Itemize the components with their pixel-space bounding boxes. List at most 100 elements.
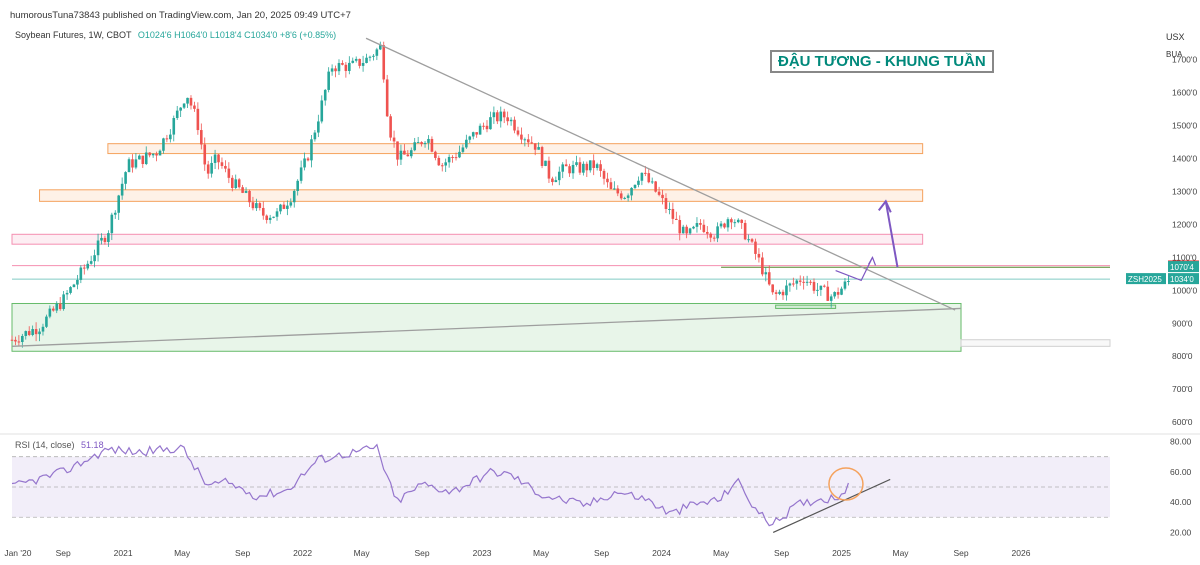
currency-label[interactable]: USX: [1166, 32, 1185, 42]
candle-body: [261, 207, 265, 216]
candle-body: [675, 218, 678, 220]
candle-body: [313, 132, 317, 140]
candle-body: [320, 100, 324, 122]
candle-body: [568, 166, 571, 174]
candle-body: [661, 194, 664, 199]
candle-body: [196, 108, 200, 131]
symbol-tag-label: ZSH2025: [1128, 275, 1162, 284]
time-tick-label: Jan '20: [4, 548, 31, 558]
candle-body: [440, 165, 444, 167]
candle-body: [392, 137, 396, 142]
candle-body: [255, 203, 258, 209]
target-arrowhead: [877, 199, 892, 213]
candle-body: [289, 202, 293, 206]
candle-body: [557, 171, 561, 181]
candle-body: [616, 188, 620, 194]
price-tick-label: 1700'0: [1172, 55, 1198, 65]
candle-body: [757, 253, 761, 258]
candle-body: [809, 281, 812, 283]
candle-body: [633, 184, 637, 188]
projection-path: [835, 257, 874, 282]
candle-body: [619, 193, 623, 199]
candle-body: [399, 150, 403, 160]
price-tag: [1168, 273, 1199, 285]
candle-body: [705, 231, 709, 234]
candle-body: [41, 326, 45, 332]
candle-body: [802, 281, 805, 283]
candle-body: [788, 283, 792, 286]
time-tick-label: 2021: [114, 548, 133, 558]
candle-body: [210, 162, 213, 174]
candle-body: [609, 182, 613, 189]
zone-box: [39, 189, 924, 202]
candle-body: [138, 155, 141, 160]
candle-body: [158, 150, 162, 156]
candle-body: [282, 204, 286, 209]
price-tick-label: 1300'0: [1172, 186, 1198, 196]
candle-body: [230, 177, 234, 189]
candle-body: [420, 142, 423, 145]
rsi-value: 51.18: [81, 440, 104, 450]
candle-body: [107, 233, 110, 242]
candle-body: [203, 144, 207, 165]
candle-body: [654, 181, 657, 192]
candle-body: [564, 164, 568, 167]
candle-body: [747, 239, 750, 241]
candle-body: [513, 119, 516, 131]
candle-body: [551, 178, 554, 183]
candle-body: [93, 255, 96, 262]
candle-body: [544, 160, 547, 166]
candle-body: [427, 138, 430, 143]
candle-body: [62, 294, 65, 310]
price-tick-label: 1500'0: [1172, 121, 1198, 131]
candle-body: [657, 191, 661, 195]
candle-body: [833, 292, 836, 297]
candle-body: [743, 222, 747, 240]
candle-body: [444, 162, 447, 166]
candle-body: [403, 150, 406, 155]
candle-body: [795, 280, 799, 284]
candle-body: [736, 219, 740, 223]
candle-body: [200, 130, 203, 145]
candle-body: [330, 68, 334, 72]
candle-body: [764, 272, 768, 275]
time-tick-label: May: [354, 548, 371, 558]
candle-body: [740, 219, 744, 223]
candle-body: [502, 111, 506, 118]
time-tick-label: 2024: [652, 548, 671, 558]
rsi-tick-label: 20.00: [1170, 527, 1192, 537]
candle-body: [227, 168, 231, 178]
candle-body: [430, 138, 434, 152]
candle-body: [45, 316, 48, 327]
candle-body: [361, 62, 365, 66]
time-tick-label: Sep: [594, 548, 609, 558]
candle-body: [537, 147, 540, 150]
candle-body: [162, 138, 165, 151]
candle-body: [141, 155, 145, 165]
rsi-tick-label: 80.00: [1170, 437, 1192, 447]
candle-body: [451, 156, 454, 158]
candle-body: [38, 331, 41, 335]
candle-body: [248, 190, 251, 203]
candle-body: [626, 195, 630, 198]
candle-body: [819, 285, 823, 290]
candle-body: [681, 226, 685, 234]
unit-label[interactable]: BUA: [1166, 50, 1183, 59]
candle-body: [55, 303, 59, 311]
candle-body: [475, 132, 478, 135]
candle-body: [540, 147, 544, 166]
candle-body: [103, 237, 107, 242]
zone-box: [775, 304, 837, 309]
candle-body: [375, 49, 379, 56]
candle-body: [189, 97, 193, 106]
candle-body: [792, 283, 795, 285]
candle-body: [847, 281, 850, 283]
candle-body: [496, 112, 499, 122]
candle-body: [712, 237, 716, 239]
candle-body: [48, 308, 52, 317]
candle-body: [409, 150, 413, 157]
candle-body: [709, 233, 713, 238]
candle-body: [251, 202, 255, 209]
candle-body: [437, 157, 441, 166]
